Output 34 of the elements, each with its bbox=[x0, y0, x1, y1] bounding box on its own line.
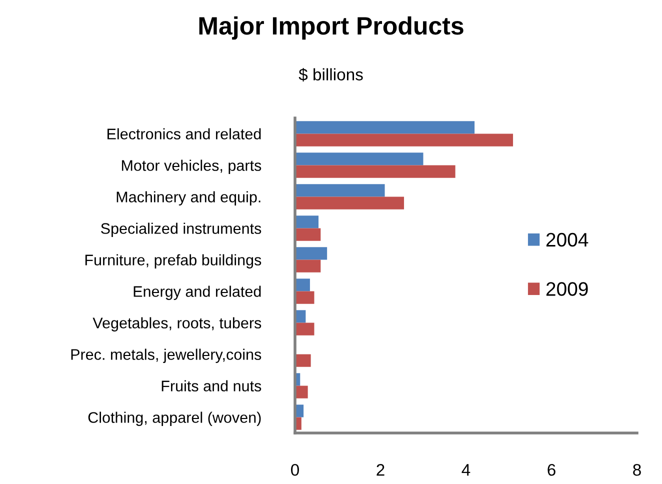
x-tick-label: 8 bbox=[633, 464, 641, 476]
bar bbox=[295, 291, 314, 304]
bar bbox=[295, 228, 321, 241]
legend-label: 2004 bbox=[546, 232, 588, 247]
y-tick-label: Clothing, apparel (woven) bbox=[88, 412, 261, 426]
y-tick-label: Electronics and related bbox=[108, 128, 261, 140]
y-tick-label: Prec. metals, jewellery,coins bbox=[71, 348, 262, 363]
x-tick-label: 4 bbox=[462, 464, 470, 476]
bar bbox=[295, 260, 321, 272]
bar bbox=[295, 386, 308, 398]
bar bbox=[295, 121, 475, 134]
bar bbox=[295, 152, 424, 166]
bar bbox=[295, 278, 310, 292]
chart-title: Major Import Products bbox=[199, 16, 464, 40]
y-tick-label: Vegetables, roots, tubers bbox=[92, 317, 262, 332]
bar bbox=[295, 216, 319, 228]
y-tick-label: Furniture, prefab buildings bbox=[85, 254, 262, 268]
x-tick-label: 6 bbox=[548, 464, 556, 476]
chart-subtitle: $ billions bbox=[298, 68, 363, 82]
bar bbox=[295, 354, 311, 367]
bar bbox=[295, 247, 328, 260]
bar bbox=[295, 165, 456, 178]
y-tick-label: Motor vehicles, parts bbox=[122, 160, 262, 174]
legend-label: 2009 bbox=[546, 282, 588, 296]
y-tick-label: Specialized instruments bbox=[101, 222, 262, 237]
y-tick-label: Fruits and nuts bbox=[162, 380, 262, 392]
y-tick-label: Energy and related bbox=[134, 286, 261, 300]
y-tick-label: Machinery and equip. bbox=[116, 191, 260, 206]
x-tick-label: 2 bbox=[376, 464, 384, 476]
bar bbox=[295, 184, 385, 197]
bar bbox=[295, 196, 404, 210]
bar bbox=[295, 134, 514, 146]
bar bbox=[295, 322, 314, 336]
x-tick-label: 0 bbox=[291, 464, 299, 476]
